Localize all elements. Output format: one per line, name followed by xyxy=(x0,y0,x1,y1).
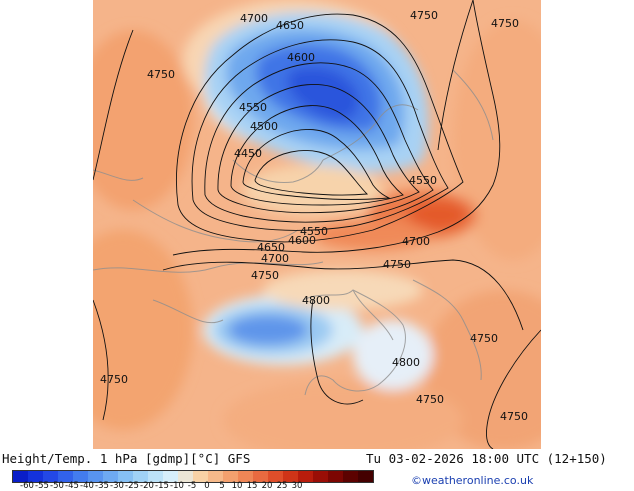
contour-label: 4650 xyxy=(257,241,285,254)
contour-label: 4550 xyxy=(300,225,328,238)
legend-swatch xyxy=(193,471,208,482)
legend-swatch xyxy=(88,471,103,482)
contour-label: 4500 xyxy=(250,120,278,133)
legend-tick-label: 30 xyxy=(291,481,303,491)
contour-label: 4750 xyxy=(383,258,411,271)
temperature-field xyxy=(93,0,541,449)
legend-swatch xyxy=(163,471,178,482)
legend-tick-label: 5 xyxy=(219,481,225,491)
contour-label: 4450 xyxy=(234,147,262,160)
contour-label: 4550 xyxy=(409,174,437,187)
contour-label: 4750 xyxy=(251,269,279,282)
contour-label: 4750 xyxy=(416,393,444,406)
legend-tick-label: 0 xyxy=(204,481,210,491)
credit-link[interactable]: ©weatheronline.co.uk xyxy=(411,474,534,487)
contour-label: 4750 xyxy=(500,410,528,423)
height-contours xyxy=(93,0,541,449)
contour-label: 4750 xyxy=(491,17,519,30)
legend-tick-label: 10 xyxy=(231,481,243,491)
contour-labels: 4700 4650 4750 4750 4750 4600 4550 4500 … xyxy=(100,9,528,423)
contour-label: 4800 xyxy=(302,294,330,307)
legend-swatch xyxy=(223,471,238,482)
legend-swatch xyxy=(148,471,163,482)
legend-swatch xyxy=(283,471,298,482)
contour-label: 4700 xyxy=(240,12,268,25)
valid-datetime: Tu 03-02-2026 18:00 UTC (12+150) xyxy=(366,451,607,466)
legend-tick-label: -15 xyxy=(155,481,169,491)
legend-swatch xyxy=(238,471,253,482)
legend-tick-label: -5 xyxy=(187,481,197,491)
contour-label: 4600 xyxy=(287,51,315,64)
map-panel: 4700 4650 4750 4750 4750 4600 4550 4500 … xyxy=(93,0,541,449)
legend-swatch xyxy=(328,471,343,482)
legend-swatch xyxy=(103,471,118,482)
contour-label: 4700 xyxy=(402,235,430,248)
legend-swatch xyxy=(133,471,148,482)
legend-tick-label: -60 xyxy=(20,481,34,491)
contour-label: 4550 xyxy=(239,101,267,114)
map-footer: Height/Temp. 1 hPa [gdmp][°C] GFS Tu 03-… xyxy=(0,449,634,490)
legend-ticks: -60 -55 -50 -45 -40 -35 -30 -25 -20 -15 -10 -5 0 5 10 1… xyxy=(12,481,372,491)
contour-label: 4650 xyxy=(276,19,304,32)
legend-tick-label: 15 xyxy=(246,481,258,491)
contour-label: 4750 xyxy=(410,9,438,22)
legend-swatch xyxy=(268,471,283,482)
legend-swatch xyxy=(298,471,313,482)
legend-tick-label: -20 xyxy=(140,481,154,491)
legend-swatch xyxy=(28,471,43,482)
contour-label: 4700 xyxy=(261,252,289,265)
legend-swatch xyxy=(118,471,133,482)
legend-swatch xyxy=(208,471,223,482)
legend-tick-label: -40 xyxy=(80,481,94,491)
legend-tick-label: -45 xyxy=(65,481,79,491)
legend-swatch xyxy=(58,471,73,482)
legend-swatch xyxy=(73,471,88,482)
legend-tick-label: -25 xyxy=(125,481,139,491)
color-scale-legend xyxy=(12,470,374,483)
legend-swatch xyxy=(343,471,358,482)
legend-swatch xyxy=(178,471,193,482)
legend-tick-label: -35 xyxy=(95,481,109,491)
legend-swatch xyxy=(43,471,58,482)
legend-swatch xyxy=(358,471,373,482)
contour-label: 4800 xyxy=(392,356,420,369)
contour-label: 4600 xyxy=(288,234,316,247)
legend-swatch xyxy=(13,471,28,482)
legend-tick-label: -55 xyxy=(35,481,49,491)
temperature-height-map: 4700 4650 4750 4750 4750 4600 4550 4500 … xyxy=(93,0,541,449)
contour-label: 4750 xyxy=(147,68,175,81)
legend-tick-label: -10 xyxy=(170,481,184,491)
legend-tick-label: -30 xyxy=(110,481,124,491)
contour-label: 4750 xyxy=(470,332,498,345)
legend-tick-label: 20 xyxy=(261,481,273,491)
legend-tick-label: 25 xyxy=(276,481,288,491)
legend-swatch xyxy=(313,471,328,482)
contour-label: 4750 xyxy=(100,373,128,386)
coastlines xyxy=(93,69,494,396)
legend-swatch xyxy=(253,471,268,482)
map-title: Height/Temp. 1 hPa [gdmp][°C] GFS xyxy=(2,451,251,466)
legend-tick-label: -50 xyxy=(50,481,64,491)
